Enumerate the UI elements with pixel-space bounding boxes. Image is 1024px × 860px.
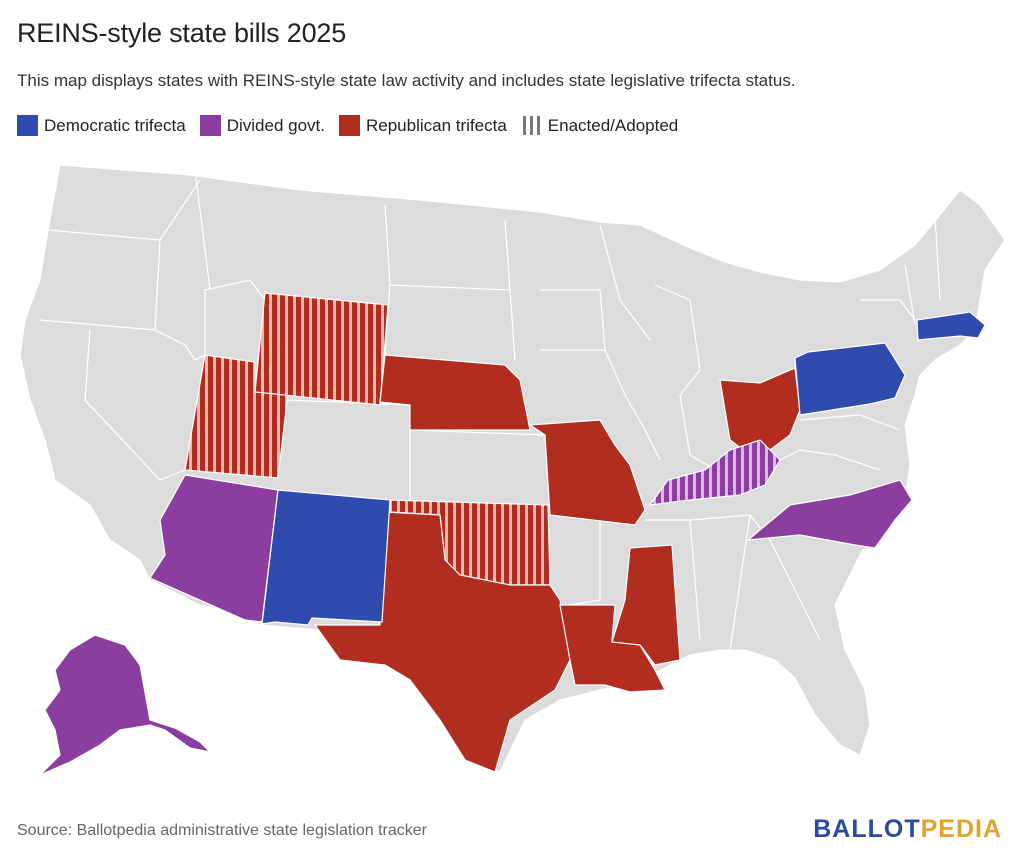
state-massachusetts: [916, 311, 986, 341]
legend-label-republican: Republican trifecta: [365, 115, 507, 135]
source-note: Source: Ballotpedia administrative state…: [17, 822, 427, 839]
state-new-mexico: [261, 489, 391, 626]
logo-part-pedia: PEDIA: [920, 815, 1002, 843]
map-title: REINS-style state bills 2025: [17, 18, 347, 48]
us-state-map: [19, 164, 1006, 776]
legend-swatch-democratic: [17, 115, 38, 136]
state-nebraska: [379, 354, 531, 431]
legend-swatch-republican: [338, 115, 360, 136]
legend-item-enacted: Enacted/Adopted: [521, 115, 678, 136]
legend-label-divided: Divided govt.: [226, 115, 325, 135]
legend-item-democratic: Democratic trifecta: [17, 115, 186, 136]
legend-item-divided: Divided govt.: [199, 115, 325, 136]
legend: Democratic trifecta Divided govt. Republ…: [17, 115, 692, 136]
state-ohio: [719, 367, 801, 456]
legend-swatch-divided: [199, 115, 221, 136]
legend-item-republican: Republican trifecta: [338, 115, 507, 136]
state-mississippi: [611, 544, 681, 666]
state-pennsylvania: [794, 342, 906, 416]
legend-swatch-enacted: [522, 116, 540, 135]
logo-part-ballot: BALLOT: [813, 815, 921, 843]
state-kentucky: [648, 439, 781, 506]
state-missouri: [528, 419, 646, 526]
legend-label-enacted: Enacted/Adopted: [547, 115, 679, 135]
map-subtitle: This map displays states with REINS-styl…: [17, 71, 796, 90]
ballotpedia-logo: BALLOTPEDIA: [813, 815, 1002, 844]
state-wyoming: [254, 292, 389, 406]
legend-label-democratic: Democratic trifecta: [44, 115, 186, 135]
state-north-carolina: [746, 479, 913, 549]
state-texas: [313, 511, 571, 773]
state-louisiana: [559, 604, 666, 693]
state-alaska: [39, 634, 212, 776]
